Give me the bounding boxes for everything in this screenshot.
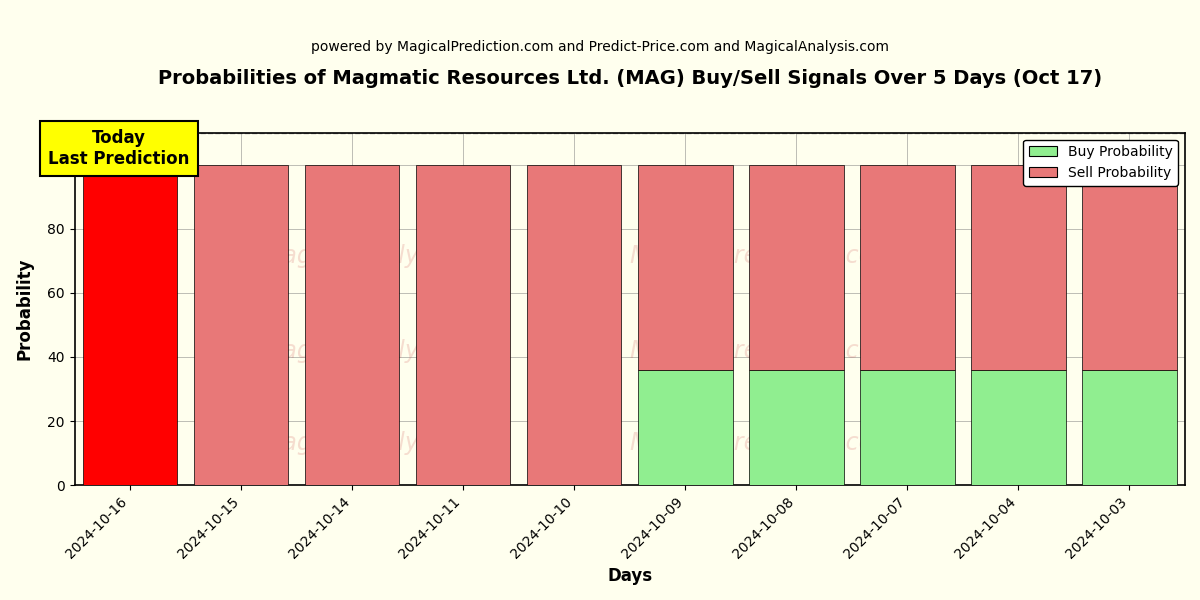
Y-axis label: Probability: Probability bbox=[16, 257, 34, 360]
Bar bbox=[860, 164, 955, 370]
Text: powered by MagicalPrediction.com and Predict-Price.com and MagicalAnalysis.com: powered by MagicalPrediction.com and Pre… bbox=[311, 40, 889, 54]
Bar bbox=[971, 370, 1066, 485]
Bar bbox=[638, 370, 732, 485]
Bar bbox=[527, 164, 622, 485]
X-axis label: Days: Days bbox=[607, 567, 653, 585]
Title: Probabilities of Magmatic Resources Ltd. (MAG) Buy/Sell Signals Over 5 Days (Oct: Probabilities of Magmatic Resources Ltd.… bbox=[157, 69, 1102, 88]
Text: MagicalAnalysis.com: MagicalAnalysis.com bbox=[263, 431, 509, 455]
Text: Today
Last Prediction: Today Last Prediction bbox=[48, 129, 190, 168]
Bar bbox=[638, 164, 732, 370]
Bar bbox=[860, 370, 955, 485]
Bar bbox=[1082, 164, 1177, 370]
Bar bbox=[749, 370, 844, 485]
Bar bbox=[83, 164, 178, 485]
Bar bbox=[305, 164, 400, 485]
Text: MagicalPrediction.com: MagicalPrediction.com bbox=[630, 431, 896, 455]
Text: MagicalPrediction.com: MagicalPrediction.com bbox=[630, 339, 896, 363]
Bar bbox=[416, 164, 510, 485]
Bar bbox=[749, 164, 844, 370]
Bar bbox=[971, 164, 1066, 370]
Text: MagicalPrediction.com: MagicalPrediction.com bbox=[630, 244, 896, 268]
Text: MagicalAnalysis.com: MagicalAnalysis.com bbox=[263, 339, 509, 363]
Text: MagicalAnalysis.com: MagicalAnalysis.com bbox=[263, 244, 509, 268]
Bar bbox=[1082, 370, 1177, 485]
Legend: Buy Probability, Sell Probability: Buy Probability, Sell Probability bbox=[1024, 140, 1178, 185]
Bar bbox=[194, 164, 288, 485]
